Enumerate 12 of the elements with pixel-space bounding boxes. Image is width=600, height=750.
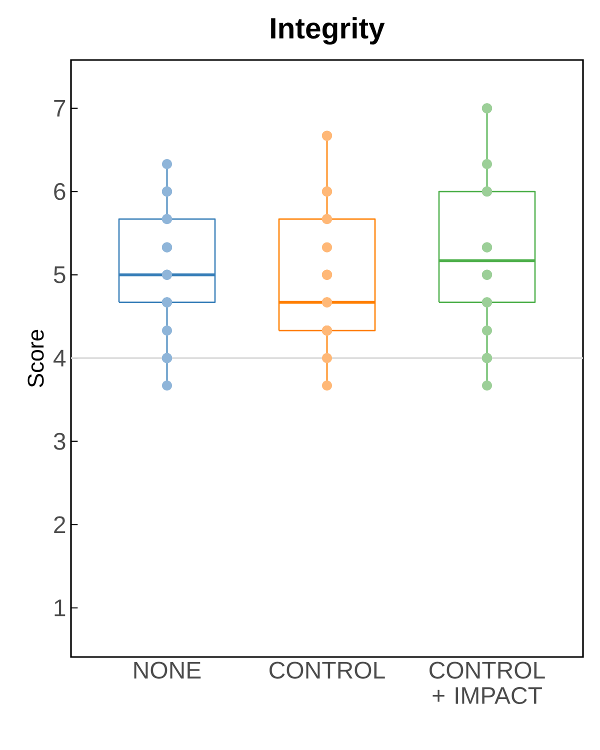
x-tick-label: CONTROL + IMPACT [430, 662, 545, 704]
y-axis-title: Score [28, 330, 44, 388]
y-tick-label: 2 [54, 516, 66, 533]
y-tick-label: 1 [54, 600, 66, 616]
y-tick-label: 6 [54, 183, 66, 200]
y-tick-label: 7 [54, 100, 66, 117]
x-tick-label: CONTROL [270, 662, 385, 679]
y-tick-label: 4 [53, 350, 66, 366]
x-tick-label: NONE [134, 662, 201, 679]
chart-title: Integrity [271, 17, 385, 45]
y-tick-label: 5 [54, 266, 66, 284]
y-tick-label: 3 [54, 432, 66, 450]
